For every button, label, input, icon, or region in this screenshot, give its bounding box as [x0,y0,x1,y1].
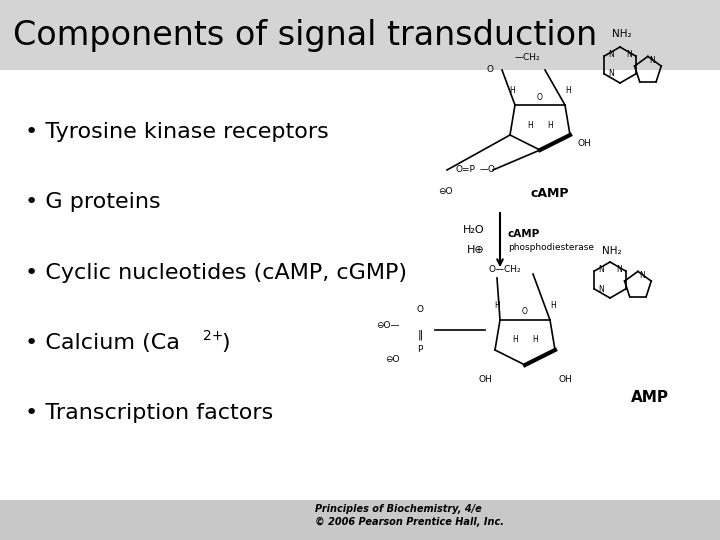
Text: H: H [532,335,538,345]
Text: O: O [487,65,493,75]
Text: O: O [537,92,543,102]
Text: ‖: ‖ [418,330,423,340]
Bar [0,0,720,70]
Text: H: H [494,301,500,310]
Text: • Cyclic nucleotides (cAMP, cGMP): • Cyclic nucleotides (cAMP, cGMP) [25,262,408,283]
Text: N: N [598,285,604,294]
Text: ⊖O: ⊖O [438,187,452,197]
Text: cAMP: cAMP [508,229,540,239]
Text: O—CH₂: O—CH₂ [489,266,521,274]
Text: N: N [649,56,654,65]
Bar [0,500,720,540]
Text: Principles of Biochemistry, 4/e
© 2006 Pearson Prentice Hall, Inc.: Principles of Biochemistry, 4/e © 2006 P… [315,504,504,528]
Text: Components of signal transduction: Components of signal transduction [13,18,597,52]
Text: H: H [550,301,556,310]
Text: P: P [418,346,423,354]
Text: OH: OH [558,375,572,384]
Text: NH₂: NH₂ [612,29,632,39]
Text: 2+: 2+ [203,329,224,343]
Text: ): ) [221,333,230,353]
Text: H: H [547,120,553,130]
Text: N: N [639,271,645,280]
Text: —O: —O [480,165,496,174]
Text: cAMP: cAMP [531,187,570,200]
Text: • Transcription factors: • Transcription factors [25,403,274,423]
Text: H: H [565,86,571,95]
Text: OH: OH [478,375,492,384]
Text: N: N [616,265,622,274]
Text: H: H [527,120,533,130]
Text: OH: OH [578,138,592,147]
Text: • Tyrosine kinase receptors: • Tyrosine kinase receptors [25,122,329,143]
Text: ⊖O: ⊖O [385,355,400,364]
Text: —CH₂: —CH₂ [515,52,541,62]
Text: H: H [512,335,518,345]
Text: AMP: AMP [631,390,669,405]
Text: O: O [522,307,528,316]
Text: H: H [509,86,515,95]
Text: O: O [416,306,423,314]
Text: O=P: O=P [455,165,475,174]
Text: N: N [608,70,614,78]
Text: ⊖O—: ⊖O— [377,321,400,329]
Text: • G proteins: • G proteins [25,192,161,213]
Text: N: N [626,50,632,59]
Text: H⊕: H⊕ [467,245,485,255]
Text: phosphodiesterase: phosphodiesterase [508,244,594,253]
Text: N: N [608,50,614,59]
Text: • Calcium (Ca: • Calcium (Ca [25,333,180,353]
Text: NH₂: NH₂ [602,246,622,256]
Text: N: N [598,265,604,274]
Text: H₂O: H₂O [464,225,485,235]
